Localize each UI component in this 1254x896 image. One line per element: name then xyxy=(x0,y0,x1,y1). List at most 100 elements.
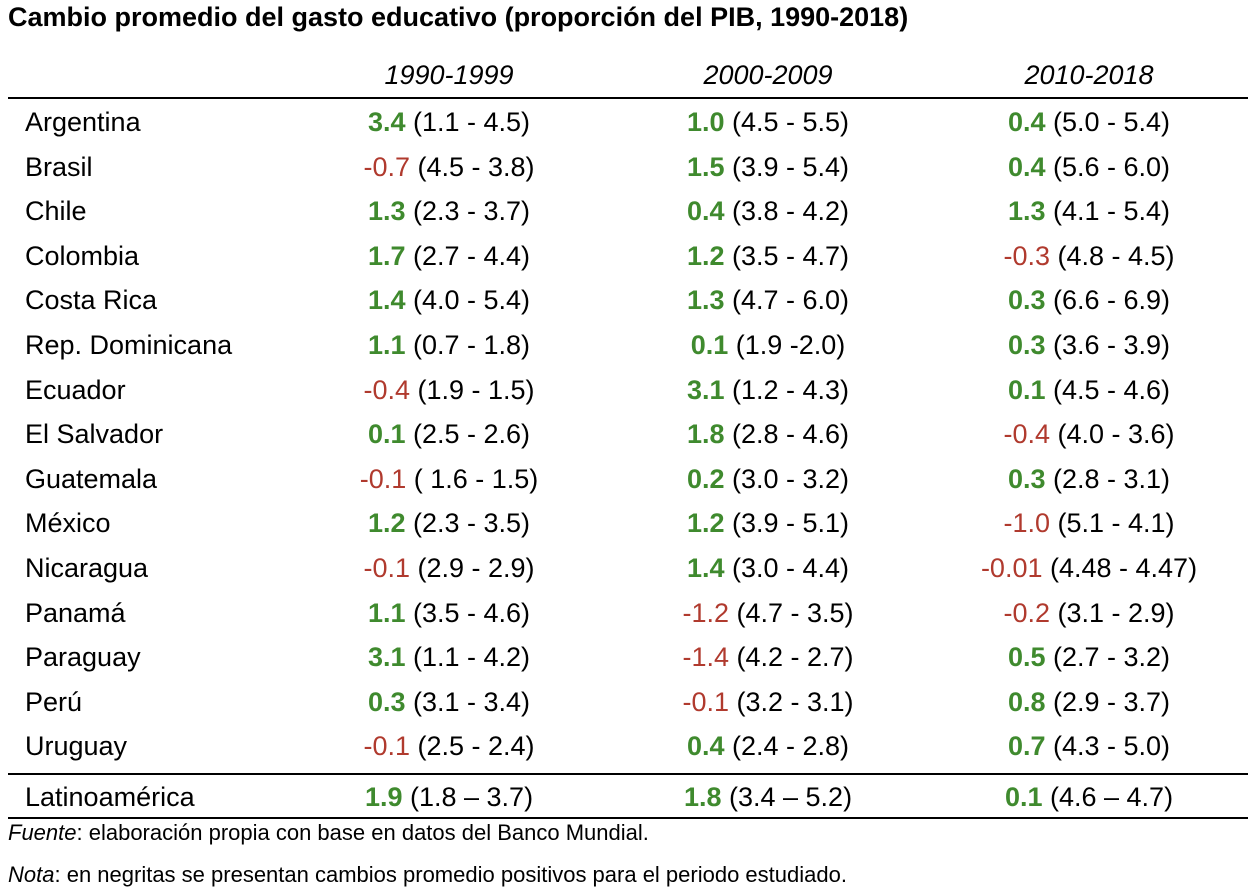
table-cell: 1.4 (4.0 - 5.4) xyxy=(368,285,530,316)
positive-change-value: 0.2 xyxy=(686,464,725,494)
negative-change-value: -0.1 xyxy=(363,553,410,583)
negative-change-value: -0.01 xyxy=(980,553,1043,583)
range-value: (1.9 - 1.5) xyxy=(409,375,535,405)
table-cell: 0.1 (2.5 - 2.6) xyxy=(368,419,530,450)
table-cell: 0.1 (1.9 -2.0) xyxy=(691,330,846,361)
range-value: (1.8 – 3.7) xyxy=(402,782,534,812)
range-value: (4.48 - 4.47) xyxy=(1042,553,1198,583)
negative-change-value: -0.2 xyxy=(1003,598,1050,628)
range-value: (2.8 - 4.6) xyxy=(724,419,850,449)
table-cell: -0.4 (4.0 - 3.6) xyxy=(1003,419,1174,450)
table-cell: 1.8 (3.4 – 5.2) xyxy=(684,782,852,813)
range-value: (2.4 - 2.8) xyxy=(724,731,850,761)
table-cell: 1.1 (3.5 - 4.6) xyxy=(368,598,530,629)
positive-change-value: 1.2 xyxy=(686,241,725,271)
table-cell: 0.1 (4.6 – 4.7) xyxy=(1005,782,1173,813)
row-label: Argentina xyxy=(25,107,141,137)
table-cell: -0.7 (4.5 - 3.8) xyxy=(363,152,534,183)
positive-change-value: 0.4 xyxy=(686,731,725,761)
range-value: (3.5 - 4.7) xyxy=(724,241,850,271)
positive-change-value: 0.8 xyxy=(1007,687,1046,717)
table-cell: 0.2 (3.0 - 3.2) xyxy=(687,464,849,495)
range-value: (3.9 - 5.4) xyxy=(724,152,850,182)
row-label: Rep. Dominicana xyxy=(25,330,233,360)
source-text: : elaboración propia con base en datos d… xyxy=(76,820,649,845)
table-cell: -0.4 (1.9 - 1.5) xyxy=(363,375,534,406)
positive-change-value: 0.4 xyxy=(1007,152,1046,182)
table-cell: 0.4 (2.4 - 2.8) xyxy=(687,731,849,762)
positive-change-value: 0.4 xyxy=(686,196,725,226)
header-rule xyxy=(8,97,1248,99)
range-value: (2.5 - 2.6) xyxy=(405,419,531,449)
range-value: (2.7 - 3.2) xyxy=(1045,642,1171,672)
table-cell: -0.2 (3.1 - 2.9) xyxy=(1003,598,1174,629)
table-cell: 1.3 (4.1 - 5.4) xyxy=(1008,196,1170,227)
positive-change-value: 0.3 xyxy=(367,687,406,717)
range-value: (4.5 - 5.5) xyxy=(724,107,850,137)
range-value: (2.8 - 3.1) xyxy=(1045,464,1171,494)
negative-change-value: -1.0 xyxy=(1003,508,1050,538)
positive-change-value: 0.1 xyxy=(1004,782,1043,812)
table-cell: 0.3 (2.8 - 3.1) xyxy=(1008,464,1170,495)
positive-change-value: 1.4 xyxy=(367,285,406,315)
table-cell: 1.3 (2.3 - 3.7) xyxy=(368,196,530,227)
note-footnote: Nota: en negritas se presentan cambios p… xyxy=(8,862,847,888)
positive-change-value: 0.3 xyxy=(1007,464,1046,494)
table-cell: 0.4 (3.8 - 4.2) xyxy=(687,196,849,227)
row-label: Costa Rica xyxy=(25,285,158,315)
range-value: (1.1 - 4.2) xyxy=(405,642,531,672)
positive-change-value: 0.5 xyxy=(1007,642,1046,672)
range-value: (3.2 - 3.1) xyxy=(728,687,854,717)
range-value: (4.5 - 3.8) xyxy=(409,152,535,182)
row-label: Perú xyxy=(25,687,83,717)
range-value: (3.9 - 5.1) xyxy=(724,508,850,538)
negative-change-value: -0.1 xyxy=(682,687,729,717)
row-label: Brasil xyxy=(25,152,93,182)
range-value: (4.7 - 6.0) xyxy=(724,285,850,315)
table-cell: 0.3 (3.1 - 3.4) xyxy=(368,687,530,718)
range-value: (4.3 - 5.0) xyxy=(1045,731,1171,761)
table-cell: 0.1 (4.5 - 4.6) xyxy=(1008,375,1170,406)
positive-change-value: 1.1 xyxy=(367,598,406,628)
table-title: Cambio promedio del gasto educativo (pro… xyxy=(8,2,909,32)
range-value: ( 1.6 - 1.5) xyxy=(406,464,539,494)
positive-change-value: 1.7 xyxy=(367,241,406,271)
table-cell: 0.4 (5.0 - 5.4) xyxy=(1008,107,1170,138)
range-value: (4.5 - 4.6) xyxy=(1045,375,1171,405)
range-value: (4.0 - 3.6) xyxy=(1049,419,1175,449)
positive-change-value: 0.1 xyxy=(690,330,729,360)
positive-change-value: 0.3 xyxy=(1007,285,1046,315)
table-cell: -0.01 (4.48 - 4.47) xyxy=(981,553,1197,584)
table-cell: 1.2 (3.9 - 5.1) xyxy=(687,508,849,539)
range-value: (1.2 - 4.3) xyxy=(724,375,850,405)
table-cell: 0.5 (2.7 - 3.2) xyxy=(1008,642,1170,673)
range-value: (4.2 - 2.7) xyxy=(728,642,854,672)
table-cell: -0.1 (2.5 - 2.4) xyxy=(363,731,534,762)
table-cell: -1.0 (5.1 - 4.1) xyxy=(1003,508,1174,539)
positive-change-value: 0.1 xyxy=(367,419,406,449)
positive-change-value: 1.3 xyxy=(367,196,406,226)
table-cell: 0.3 (6.6 - 6.9) xyxy=(1008,285,1170,316)
table-cell: -1.4 (4.2 - 2.7) xyxy=(682,642,853,673)
range-value: (2.9 - 2.9) xyxy=(409,553,535,583)
positive-change-value: 1.4 xyxy=(686,553,725,583)
table-cell: 1.7 (2.7 - 4.4) xyxy=(368,241,530,272)
range-value: (1.1 - 4.5) xyxy=(405,107,531,137)
column-header-2000-2009: 2000-2009 xyxy=(703,60,833,90)
row-label: Chile xyxy=(25,196,87,226)
table-cell: -0.3 (4.8 - 4.5) xyxy=(1003,241,1174,272)
positive-change-value: 0.1 xyxy=(1007,375,1046,405)
column-header-2010-2018: 2010-2018 xyxy=(1024,60,1154,90)
table-cell: 1.2 (2.3 - 3.5) xyxy=(368,508,530,539)
range-value: (4.6 – 4.7) xyxy=(1042,782,1174,812)
table-cell: 1.9 (1.8 – 3.7) xyxy=(365,782,533,813)
row-label: Latinoamérica xyxy=(25,782,195,812)
positive-change-value: 1.8 xyxy=(686,419,725,449)
positive-change-value: 0.3 xyxy=(1007,330,1046,360)
table-cell: 0.3 (3.6 - 3.9) xyxy=(1008,330,1170,361)
range-value: (3.5 - 4.6) xyxy=(405,598,531,628)
table-cell: 0.4 (5.6 - 6.0) xyxy=(1008,152,1170,183)
range-value: (5.6 - 6.0) xyxy=(1045,152,1171,182)
row-label: Uruguay xyxy=(25,731,128,761)
range-value: (4.0 - 5.4) xyxy=(405,285,531,315)
